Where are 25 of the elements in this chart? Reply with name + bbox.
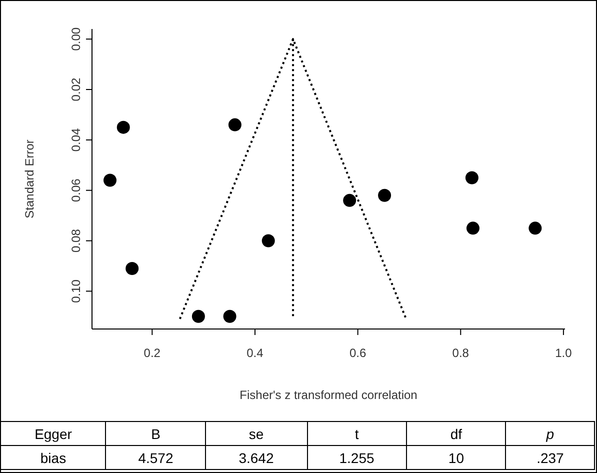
text: 10 (406, 446, 506, 470)
y-tick-label: 0.08 (69, 228, 83, 252)
text: .237 (506, 446, 594, 470)
text: se (206, 422, 307, 446)
text: B (106, 422, 206, 446)
y-tick-label: 0.02 (69, 78, 83, 102)
text: p (506, 422, 594, 446)
x-tick-label: 0.4 (246, 346, 264, 360)
text: 4.572 (106, 446, 206, 470)
y-tick-label: 0.06 (69, 178, 83, 202)
x-tick-label: 0.6 (349, 346, 366, 360)
text: 1.255 (307, 446, 407, 470)
text: t (307, 422, 407, 446)
text: 3.642 (206, 446, 307, 470)
text: df (406, 422, 506, 446)
x-tick-label: 0.2 (144, 346, 161, 360)
text: Egger (0, 422, 106, 446)
y-tick-label: 0.00 (69, 27, 83, 51)
text: bias (0, 446, 106, 470)
y-tick-label: 0.10 (69, 279, 83, 303)
y-tick-label: 0.04 (69, 128, 83, 152)
y-axis-title: Standard Error (22, 140, 36, 218)
x-tick-label: 0.8 (452, 346, 470, 360)
x-axis-title: Fisher's z transformed correlation (240, 388, 418, 402)
x-tick-label: 1.0 (555, 346, 572, 360)
